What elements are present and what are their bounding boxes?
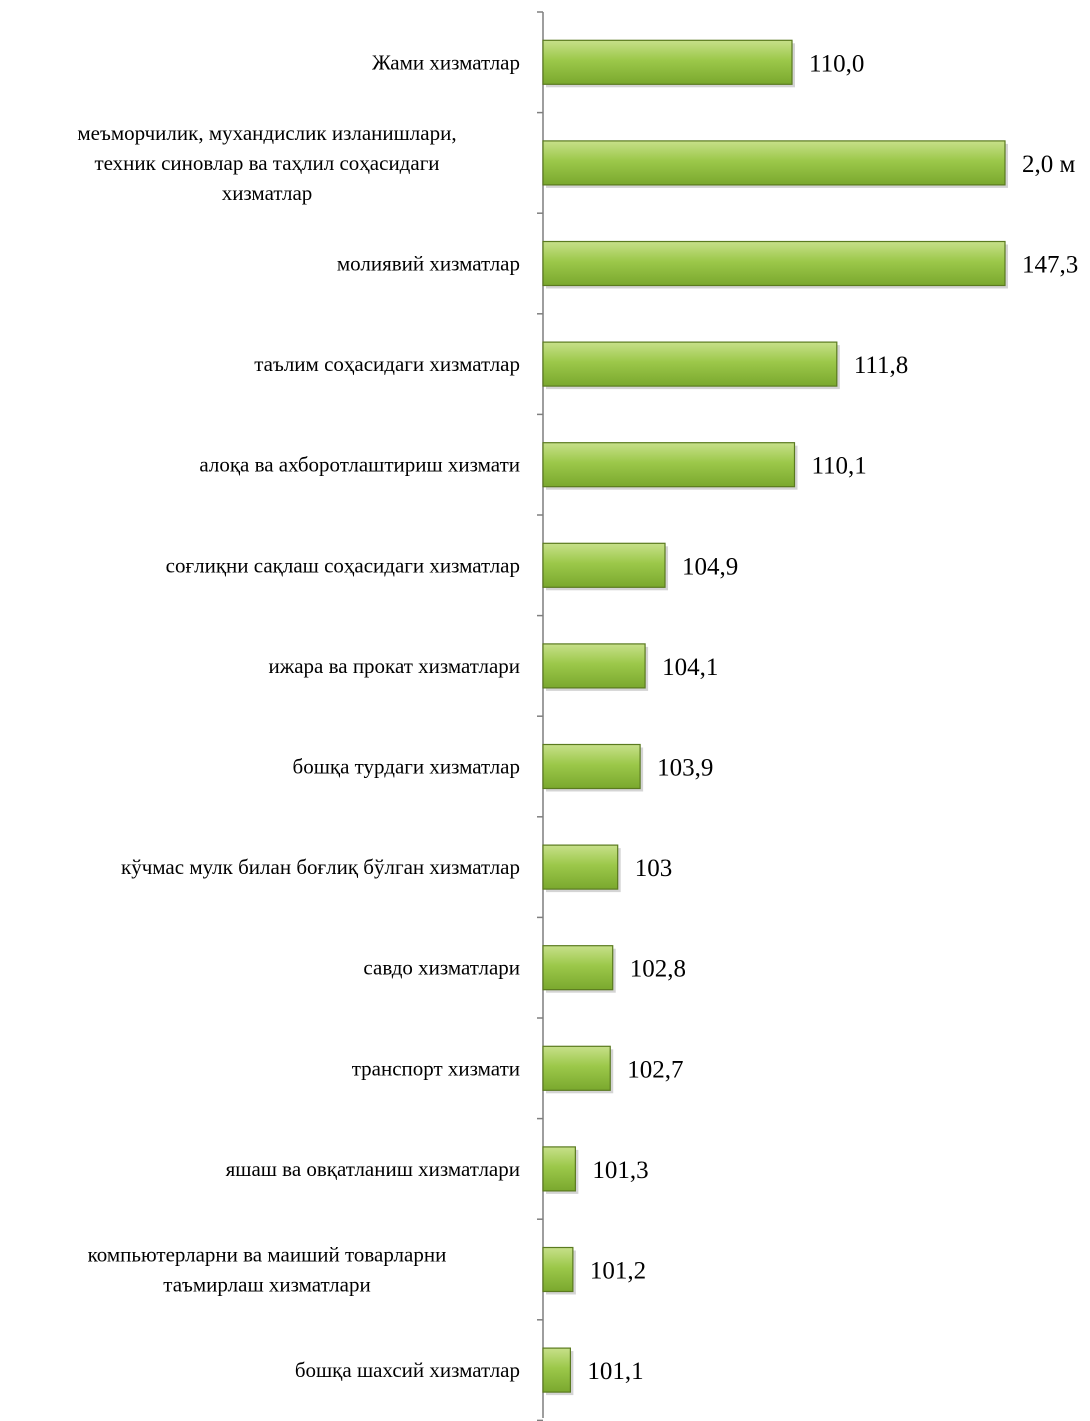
bar-7	[542, 743, 641, 790]
category-label-2: молиявий хизматлар	[337, 252, 520, 276]
category-label-6: ижара ва прокат хизматлари	[268, 654, 520, 678]
bar-4	[542, 442, 796, 488]
bar-3	[542, 341, 838, 387]
category-label-1: хизматлар	[222, 181, 313, 205]
bar-10	[542, 1045, 611, 1091]
category-label-4: алоқа ва ахборотлаштириш хизмати	[199, 453, 520, 477]
category-label-13: бошқа шахсий хизматлар	[295, 1358, 520, 1382]
value-label-8: 103	[635, 855, 673, 882]
value-label-4: 110,1	[811, 453, 866, 480]
value-label-6: 104,1	[662, 654, 718, 681]
category-label-1: техник синовлар ва таҳлил соҳасидаги	[94, 151, 439, 175]
bar-13	[542, 1347, 571, 1393]
value-label-3: 111,8	[854, 352, 908, 379]
category-label-3: таълим соҳасидаги хизматлар	[254, 352, 520, 376]
value-label-11: 101,3	[592, 1157, 648, 1184]
value-label-12: 101,2	[590, 1258, 646, 1285]
value-label-2: 147,3	[1022, 252, 1078, 279]
category-label-9: савдо хизматлари	[363, 956, 520, 980]
value-label-1: 2,0 м	[1022, 151, 1076, 178]
value-label-13: 101,1	[587, 1358, 643, 1385]
category-label-8: кўчмас мулк билан боғлиқ бўлган хизматла…	[121, 855, 520, 879]
bar-5	[542, 542, 666, 588]
bar-6	[542, 643, 646, 689]
bar-0	[542, 39, 793, 85]
category-label-12: компьютерларни ва маиший товарларни	[88, 1243, 447, 1267]
bar-12	[542, 1246, 574, 1293]
category-label-0: Жами хизматлар	[372, 50, 520, 74]
category-label-7: бошқа турдаги хизматлар	[293, 755, 520, 779]
bar-2	[542, 240, 1006, 287]
value-label-0: 110,0	[809, 50, 864, 77]
category-label-11: яшаш ва овқатланиш хизматлари	[226, 1157, 520, 1181]
value-label-9: 102,8	[630, 956, 686, 983]
category-label-12: таъмирлаш хизматлари	[163, 1273, 370, 1297]
value-label-5: 104,9	[682, 553, 738, 580]
category-label-10: транспорт хизмати	[352, 1056, 520, 1080]
bar-9	[542, 945, 614, 991]
bar-1	[542, 140, 1006, 186]
value-label-7: 103,9	[657, 755, 713, 782]
category-label-1: меъморчилик, мухандислик изланишлари,	[77, 121, 456, 145]
category-label-5: соғлиқни сақлаш соҳасидаги хизматлар	[166, 553, 520, 577]
value-label-10: 102,7	[627, 1056, 683, 1083]
bar-11	[542, 1146, 576, 1192]
bar-8	[542, 844, 619, 890]
